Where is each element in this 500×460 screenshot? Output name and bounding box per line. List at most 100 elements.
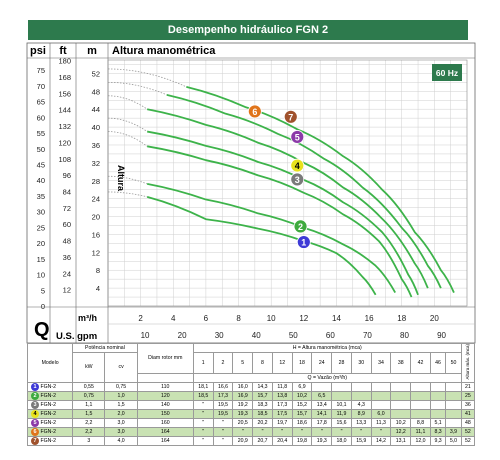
psi-tick-label: 50: [37, 145, 45, 154]
m-tick-label: 4: [96, 284, 100, 293]
table-cell: 2,2: [72, 417, 106, 428]
table-cell: 0,75: [72, 390, 106, 401]
curve-badge-7: [283, 109, 298, 124]
table-cell: [390, 408, 412, 419]
gpm-tick-label: 70: [363, 331, 372, 340]
table-cell: [445, 408, 462, 419]
ft-tick-label: 156: [58, 89, 71, 98]
curve-badge-label-4: 4: [295, 161, 300, 171]
table-cell: [390, 399, 412, 410]
table-cell: 19,5: [212, 408, 234, 419]
kw-header: kW: [72, 351, 106, 383]
psi-tick-label: 10: [37, 271, 45, 280]
curve-shutoff-segment: [107, 131, 148, 147]
table-cell: 19,7: [271, 417, 293, 428]
m-tick-label: 28: [92, 177, 100, 186]
curve-shutoff-segment: [107, 81, 167, 96]
ft-tick-label: 24: [63, 269, 71, 278]
table-cell: 16,9: [232, 390, 254, 401]
flow-column-header: 50: [445, 351, 462, 374]
model-cell: 4 FGN-2: [26, 408, 74, 419]
ft-tick-label: 144: [58, 106, 71, 115]
table-cell: ": [192, 435, 214, 446]
frequency-badge-label: 60 Hz: [436, 68, 458, 78]
max-header: Altura máx. (mca): [460, 343, 476, 383]
table-cell: 0,55: [72, 381, 106, 392]
psi-tick-label: 55: [37, 129, 45, 138]
table-cell: 11,9: [331, 408, 352, 419]
m-tick-label: 8: [96, 266, 100, 275]
psi-tick-label: 5: [41, 286, 45, 295]
m3h-tick-label: 4: [171, 314, 176, 323]
pump-curve-4: [147, 130, 419, 296]
model-header: Modelo: [26, 343, 74, 383]
table-cell: 164: [136, 435, 194, 446]
table-cell: 1,1: [72, 399, 106, 410]
table-cell: ": [291, 426, 313, 437]
m3h-tick-label: 16: [365, 314, 374, 323]
m-tick-label: 52: [92, 69, 100, 78]
model-name: FGN-2: [39, 401, 57, 408]
pump-curve-5: [146, 108, 429, 289]
chart-title-bar: Desempenho hidráulico FGN 2: [28, 20, 468, 40]
psi-unit-label: psi: [30, 45, 46, 57]
table-cell: ": [192, 426, 214, 437]
table-cell: [410, 390, 431, 401]
y-axis-label: Altura: [116, 165, 126, 192]
psi-tick-label: 25: [37, 223, 45, 232]
curve-badge-label-7: 7: [288, 112, 293, 122]
m3h-tick-label: 6: [204, 314, 209, 323]
gpm-tick-label: 90: [437, 331, 446, 340]
curve-badge-4: [290, 158, 305, 173]
curve-badge-2: [293, 219, 308, 234]
table-row: 4 FGN-2 1,5 2,0 150 " 19,5 19,3 18,5 17,5 15,7 14,…: [26, 408, 476, 419]
table-cell: 18,0: [331, 435, 352, 446]
table-cell: [429, 390, 447, 401]
table-cell: 164: [136, 426, 194, 437]
psi-tick-label: 60: [37, 113, 45, 122]
m3h-tick-label: 10: [267, 314, 276, 323]
table-row: 5 FGN-2 2,2 3,0 160 " " 20,5 20,2 19,7 18,6 17,8 15…: [26, 417, 476, 428]
pump-curve-3: [147, 145, 413, 298]
m3h-tick-label: 12: [299, 314, 308, 323]
table-cell: 17,3: [212, 390, 234, 401]
model-cell: 7 FGN-2: [26, 435, 74, 446]
model-cell: 5 FGN-2: [26, 417, 74, 428]
table-cell: [429, 408, 447, 419]
table-cell: 5,0: [445, 435, 462, 446]
psi-tick-label: 20: [37, 239, 45, 248]
table-cell: 19,3: [232, 408, 254, 419]
table-cell: [445, 399, 462, 410]
table-cell: ": [212, 435, 234, 446]
table-cell: 17,3: [271, 399, 293, 410]
pump-performance-chart: psi ft m Altura manométrica5248444036322824…: [26, 42, 476, 344]
m3h-tick-label: 14: [332, 314, 341, 323]
m3h-unit-label: m³/h: [78, 313, 97, 323]
curve-badge-label-1: 1: [301, 238, 306, 248]
table-cell: 2,2: [72, 426, 106, 437]
table-cell: 1,0: [104, 390, 138, 401]
m3h-tick-label: 2: [138, 314, 143, 323]
table-cell: 18,1: [192, 381, 214, 392]
table-cell: 10,1: [331, 399, 352, 410]
table-cell: ": [271, 426, 293, 437]
table-cell: 3,0: [104, 417, 138, 428]
model-cell: 2 FGN-2: [26, 390, 74, 401]
table-cell: [410, 399, 431, 410]
table-cell: 17,8: [311, 417, 333, 428]
table-cell: 52: [460, 435, 476, 446]
flow-column-header: 18: [291, 351, 313, 374]
table-cell: 19,8: [291, 435, 313, 446]
table-cell: 120: [136, 390, 194, 401]
table-cell: 1,5: [104, 399, 138, 410]
table-cell: 6,5: [311, 390, 333, 401]
m-tick-label: 20: [92, 213, 100, 222]
m-tick-label: 16: [92, 230, 100, 239]
table-cell: 11,3: [370, 417, 392, 428]
table-cell: 5,1: [429, 417, 447, 428]
model-badge: 6: [31, 427, 39, 436]
ft-tick-label: 96: [63, 171, 71, 180]
gpm-unit-label: U.S. gpm: [56, 331, 97, 342]
ft-tick-label: 72: [63, 204, 71, 213]
table-cell: 19,5: [212, 399, 234, 410]
